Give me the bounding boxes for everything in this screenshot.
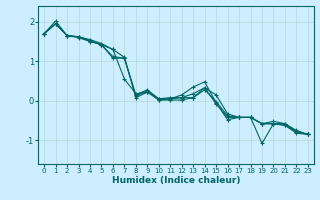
- X-axis label: Humidex (Indice chaleur): Humidex (Indice chaleur): [112, 176, 240, 185]
